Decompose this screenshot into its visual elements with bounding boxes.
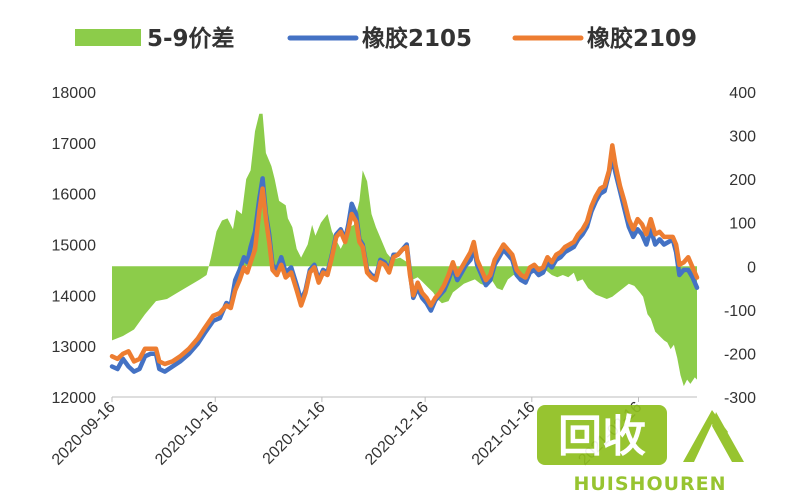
watermark-person-icon: [683, 410, 744, 462]
x-tick-label: 2020-10-16: [152, 399, 222, 469]
watermark-logo-badge: [537, 405, 667, 465]
y-right-tick-label: -200: [724, 346, 756, 363]
y-right-tick-label: 0: [747, 259, 756, 276]
legend-label: 5-9价差: [147, 25, 235, 52]
y-axis-left: 18000 17000 16000 15000 14000 13000 12000: [52, 85, 97, 407]
y-right-tick-label: 100: [729, 216, 756, 233]
x-tick-label: 2020-12-16: [362, 399, 432, 469]
x-tick-label: 2020-09-16: [49, 399, 119, 469]
y-left-tick-label: 15000: [52, 238, 97, 255]
price-line-layer: [109, 143, 700, 374]
watermark-brand-text: HUISHOUREN: [573, 473, 726, 495]
y-right-tick-label: -300: [724, 390, 756, 407]
y-right-tick-label: -100: [724, 303, 756, 320]
y-left-tick-label: 18000: [52, 85, 97, 102]
y-right-tick-label: 200: [729, 172, 756, 189]
watermark-logo-text: 回收: [558, 411, 646, 462]
legend-swatch-spread: [75, 29, 141, 46]
y-left-tick-label: 12000: [52, 390, 97, 407]
x-tick-label: 2021-01-16: [469, 399, 539, 469]
y-axis-right: 400 300 200 100 0 -100 -200 -300: [724, 85, 756, 407]
legend: 5-9价差 橡胶2105 橡胶2109: [75, 25, 697, 52]
y-right-tick-label: 400: [729, 85, 756, 102]
y-left-tick-label: 17000: [52, 136, 97, 153]
series-line-2: [109, 143, 700, 367]
spread-area-layer: [112, 113, 697, 387]
y-left-tick-label: 14000: [52, 288, 97, 305]
watermark-logo: 回收 HUISHOUREN: [537, 405, 744, 495]
y-left-tick-label: 13000: [52, 339, 97, 356]
series-area-spread: [112, 113, 697, 387]
legend-label: 橡胶2105: [362, 25, 472, 52]
y-right-tick-label: 300: [729, 129, 756, 146]
y-left-tick-label: 16000: [52, 187, 97, 204]
legend-label: 橡胶2109: [587, 25, 697, 52]
x-tick-label: 2020-11-16: [260, 399, 329, 468]
